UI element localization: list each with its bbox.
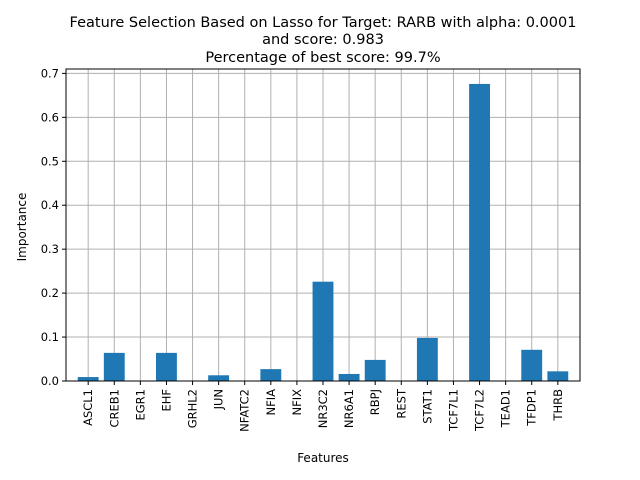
- x-tick-label: NR6A1: [342, 389, 356, 428]
- bars: [77, 83, 569, 381]
- bar: [364, 359, 386, 381]
- y-tick-label: 0.7: [41, 66, 59, 80]
- chart-title: Feature Selection Based on Lasso for Tar…: [70, 15, 577, 66]
- y-tick-label: 0.2: [41, 286, 59, 300]
- y-tick-label: 0.4: [41, 198, 59, 212]
- x-tick-label: TFDP1: [525, 389, 539, 427]
- x-tick-label: TCF7L1: [446, 389, 460, 432]
- grid-lines: [66, 69, 580, 382]
- y-tick-label: 0.1: [41, 330, 59, 344]
- y-tick-label: 0.3: [41, 242, 59, 256]
- x-tick-label: STAT1: [420, 389, 434, 424]
- x-tick-label: CREB1: [107, 389, 121, 428]
- x-axis-ticks: ASCL1 CREB1 EGR1 EHF GRHL2 JUN NFATC2 NFIA NFIX N…: [81, 381, 565, 432]
- chart-title-line-3: Percentage of best score: 99.7%: [205, 50, 440, 66]
- x-tick-label: GRHL2: [186, 389, 200, 428]
- y-tick-label: 0.0: [41, 374, 59, 388]
- bar: [469, 83, 490, 381]
- y-axis-label: Importance: [15, 193, 29, 262]
- x-axis-label: Features: [297, 451, 349, 465]
- bar: [156, 352, 177, 381]
- bar: [521, 349, 543, 381]
- x-tick-label: REST: [394, 388, 408, 419]
- x-tick-label: EHF: [159, 389, 173, 412]
- x-tick-label: EGR1: [133, 389, 147, 421]
- bar: [260, 369, 282, 381]
- bar: [77, 377, 99, 381]
- x-tick-label: TCF7L2: [473, 389, 487, 432]
- x-tick-label: RBPJ: [368, 389, 382, 415]
- y-tick-label: 0.6: [41, 110, 59, 124]
- x-tick-label: THRB: [551, 389, 565, 422]
- x-tick-label: ASCL1: [81, 389, 95, 426]
- x-tick-label: NFATC2: [238, 389, 252, 432]
- y-axis-ticks: 0.0 0.1 0.2 0.3 0.4 0.5 0.6 0.7: [41, 66, 66, 388]
- bar: [208, 375, 230, 381]
- bar: [547, 371, 569, 381]
- x-tick-label: JUN: [212, 389, 226, 410]
- chart-title-line-2: and score: 0.983: [262, 32, 384, 48]
- x-tick-label: NFIX: [290, 389, 304, 416]
- bar: [312, 281, 334, 381]
- x-tick-label: NR3C2: [316, 389, 330, 428]
- y-tick-label: 0.5: [41, 154, 59, 168]
- bar: [103, 352, 125, 381]
- x-tick-label: TEAD1: [499, 389, 513, 428]
- bar: [338, 373, 360, 381]
- bar: [416, 337, 438, 381]
- x-tick-label: NFIA: [264, 389, 278, 416]
- chart-title-line-1: Feature Selection Based on Lasso for Tar…: [70, 15, 577, 31]
